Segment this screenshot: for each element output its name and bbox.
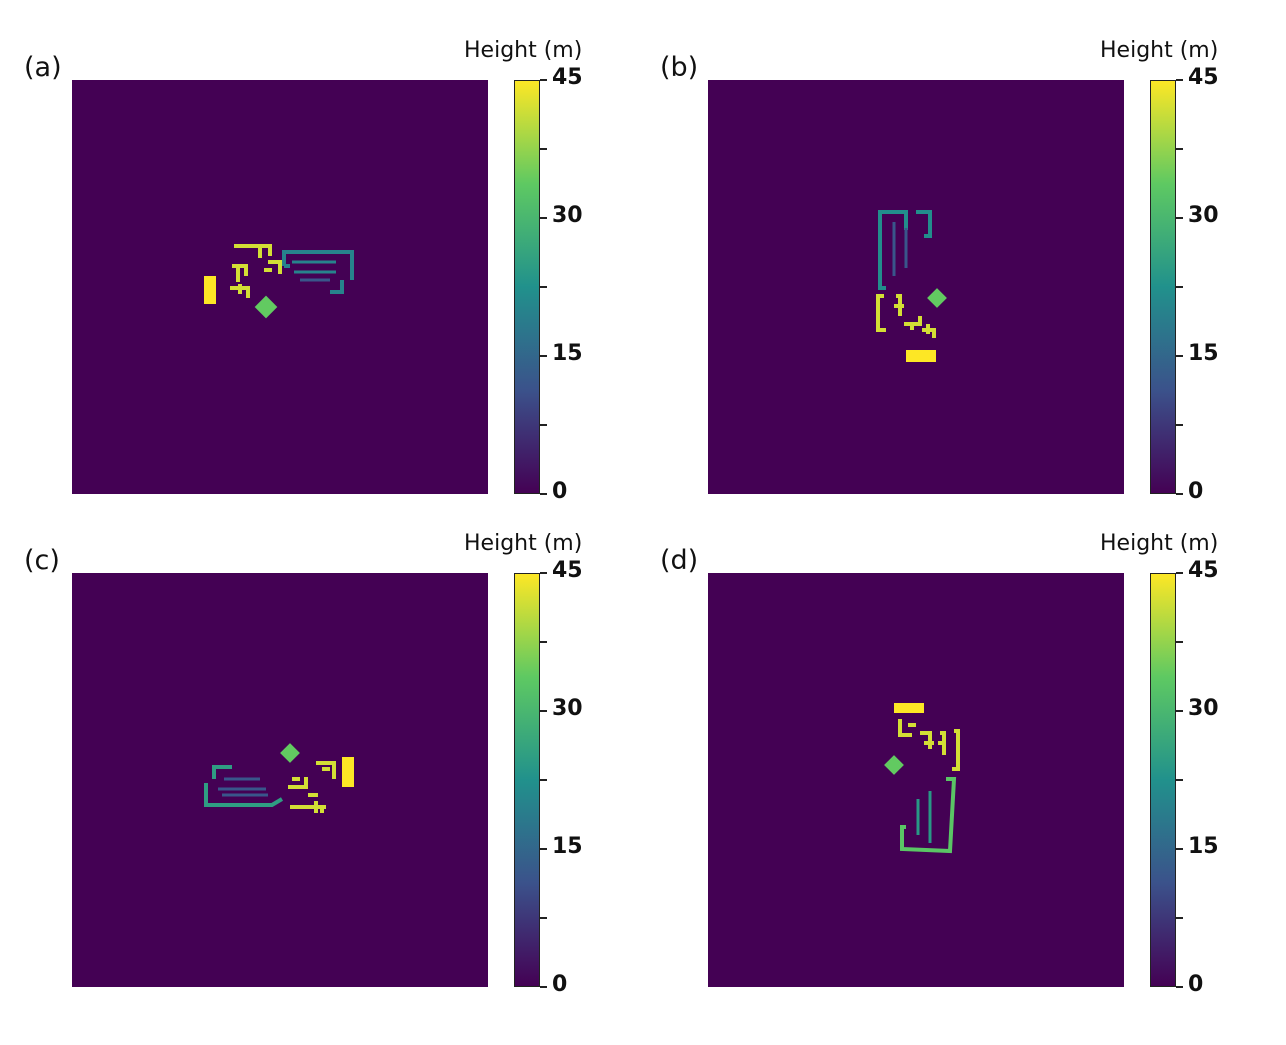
colorbar-tick-label: 0 [1188,479,1204,504]
height-map [708,573,1124,987]
height-map [72,80,488,494]
building-rect [204,276,216,304]
colorbar-tick-label: 45 [1188,558,1219,583]
building-inner [892,222,908,276]
colorbar-tick [1176,424,1183,426]
colorbar-tick [1176,986,1183,988]
building-diamond [927,288,947,308]
colorbar-tick [540,779,547,781]
colorbar-tick-label: 45 [552,558,583,583]
height-map-svg [204,244,354,319]
colorbar-tick [540,148,547,150]
colorbar-title: Height (m) [1100,38,1219,63]
colorbar-ticks: 0 15 30 45 [540,558,600,997]
colorbar-tick [1176,917,1183,919]
height-map [708,80,1124,494]
colorbar-tick [1176,572,1183,574]
colorbar-title: Height (m) [1100,531,1219,556]
colorbar [1150,573,1176,987]
colorbar-tick [1176,355,1183,357]
colorbar-tick [1176,641,1183,643]
colorbar-tick-label: 15 [1188,341,1219,366]
colorbar-tick-label: 0 [1188,972,1204,997]
colorbar-tick [1176,148,1183,150]
colorbar-tick-label: 15 [552,341,583,366]
colorbar-tick [540,641,547,643]
building-courtyard [204,765,284,807]
building-brackets [288,761,336,813]
panel-label: (a) [24,52,62,83]
building-inner [218,777,268,797]
colorbar-tick-label: 0 [552,972,568,997]
colorbar [1150,80,1176,494]
colorbar-tick [1176,493,1183,495]
panel-label: (d) [660,545,699,576]
colorbar-tick [540,917,547,919]
colorbar-tick-label: 30 [1188,696,1219,721]
building-brackets [898,719,960,771]
colorbar-tick-label: 45 [552,65,583,90]
colorbar [514,80,540,494]
colorbar-ticks: 0 15 30 45 [1176,65,1236,504]
building-diamond [254,295,278,319]
colorbar-tick [540,79,547,81]
colorbar-ticks: 0 15 30 45 [540,65,600,504]
colorbar-title: Height (m) [464,38,583,63]
building-rect [342,757,354,787]
colorbar [514,573,540,987]
colorbar-tick [540,572,547,574]
building-brackets [230,244,282,298]
building-courtyard [900,777,957,854]
colorbar-tick [1176,286,1183,288]
colorbar-tick-label: 15 [1188,834,1219,859]
colorbar-tick [1176,79,1183,81]
height-map-svg [884,703,960,854]
colorbar-tick-label: 0 [552,479,568,504]
panel-d: (d) Height (m) 0 15 30 45 [660,531,1280,1045]
height-map [72,573,488,987]
building-brackets [876,294,936,338]
colorbar-tick [540,493,547,495]
colorbar-tick [540,710,547,712]
colorbar-ticks: 0 15 30 45 [1176,558,1236,997]
colorbar-tick-label: 30 [1188,203,1219,228]
colorbar-tick [540,848,547,850]
colorbar-tick [540,424,547,426]
panel-a: (a) Height (m) 0 15 30 45 [24,38,644,552]
colorbar-title: Height (m) [464,531,583,556]
colorbar-tick [540,217,547,219]
colorbar-tick-label: 30 [552,203,583,228]
colorbar-tick [540,286,547,288]
height-map-svg [204,743,354,813]
building-courtyard [282,250,354,294]
panel-b: (b) Height (m) 0 15 30 45 [660,38,1280,552]
colorbar-tick [1176,217,1183,219]
panel-label: (b) [660,52,699,83]
colorbar-tick-label: 45 [1188,65,1219,90]
panel-c: (c) Height (m) 0 15 30 45 [24,531,644,1045]
height-map-svg [876,210,947,362]
colorbar-tick-label: 15 [552,834,583,859]
building-diamond [280,743,300,763]
colorbar-tick [1176,779,1183,781]
colorbar-tick [1176,848,1183,850]
building-rect [906,350,936,362]
colorbar-tick [540,355,547,357]
building-rect [894,703,924,713]
colorbar-tick [1176,710,1183,712]
colorbar-tick [540,986,547,988]
building-courtyard [878,210,932,290]
panel-label: (c) [24,545,60,576]
building-inner [916,791,932,843]
building-diamond [884,755,904,775]
colorbar-tick-label: 30 [552,696,583,721]
